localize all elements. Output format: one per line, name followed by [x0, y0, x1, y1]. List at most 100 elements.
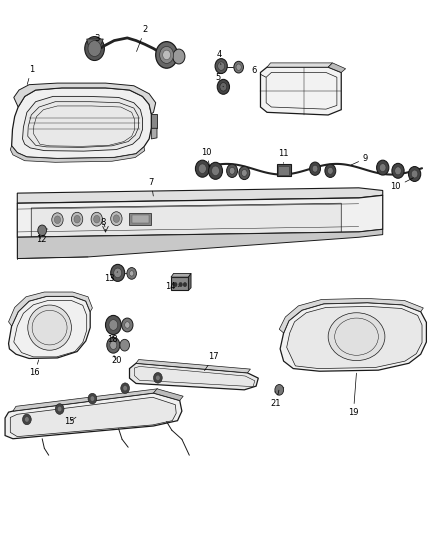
Text: 19: 19: [348, 373, 359, 417]
Ellipse shape: [226, 164, 237, 177]
Circle shape: [22, 414, 31, 425]
Polygon shape: [132, 215, 149, 223]
Polygon shape: [87, 39, 103, 44]
Text: 3: 3: [94, 35, 102, 49]
Text: 14: 14: [165, 282, 179, 291]
Polygon shape: [17, 195, 383, 237]
Text: 5: 5: [215, 73, 223, 87]
Ellipse shape: [159, 46, 173, 63]
Ellipse shape: [28, 305, 71, 350]
Text: 13: 13: [104, 272, 118, 282]
Ellipse shape: [310, 162, 321, 175]
Polygon shape: [130, 213, 151, 224]
Ellipse shape: [328, 167, 333, 174]
Text: 9: 9: [351, 154, 368, 165]
Circle shape: [55, 403, 64, 414]
Ellipse shape: [85, 37, 104, 61]
Text: 17: 17: [205, 352, 219, 370]
Ellipse shape: [109, 320, 118, 330]
Polygon shape: [151, 128, 157, 139]
Polygon shape: [31, 203, 341, 237]
Polygon shape: [279, 166, 289, 174]
Ellipse shape: [173, 49, 185, 64]
Ellipse shape: [220, 83, 227, 91]
Text: 11: 11: [279, 149, 289, 164]
Circle shape: [71, 212, 83, 226]
Polygon shape: [171, 277, 188, 290]
Ellipse shape: [208, 163, 223, 179]
Circle shape: [74, 215, 80, 223]
Polygon shape: [188, 273, 191, 290]
Ellipse shape: [106, 316, 121, 335]
Ellipse shape: [122, 318, 133, 332]
Ellipse shape: [107, 337, 120, 353]
Ellipse shape: [110, 341, 117, 350]
Polygon shape: [5, 393, 182, 439]
Ellipse shape: [111, 264, 125, 281]
Ellipse shape: [239, 166, 250, 180]
Circle shape: [173, 282, 177, 287]
Ellipse shape: [218, 62, 225, 70]
Ellipse shape: [198, 164, 206, 173]
Polygon shape: [279, 298, 424, 333]
Polygon shape: [14, 83, 155, 114]
Ellipse shape: [127, 268, 137, 279]
Text: 12: 12: [35, 235, 46, 245]
Ellipse shape: [88, 41, 101, 56]
Circle shape: [275, 384, 284, 395]
Circle shape: [123, 385, 127, 391]
Ellipse shape: [162, 50, 170, 60]
Ellipse shape: [215, 59, 227, 74]
Circle shape: [57, 406, 62, 411]
Circle shape: [54, 216, 60, 223]
Ellipse shape: [195, 160, 209, 177]
Text: 2: 2: [137, 26, 148, 52]
Circle shape: [90, 396, 95, 401]
Polygon shape: [287, 306, 422, 368]
Polygon shape: [17, 188, 383, 203]
Ellipse shape: [409, 166, 421, 181]
Text: 16: 16: [29, 360, 40, 377]
Ellipse shape: [241, 169, 247, 176]
Ellipse shape: [229, 167, 235, 174]
Ellipse shape: [120, 340, 130, 351]
Text: 20: 20: [111, 356, 122, 365]
Ellipse shape: [125, 322, 130, 328]
Circle shape: [113, 215, 120, 222]
Polygon shape: [151, 114, 157, 128]
Ellipse shape: [217, 79, 230, 94]
Circle shape: [94, 215, 100, 223]
Polygon shape: [13, 389, 158, 411]
Polygon shape: [12, 88, 151, 159]
Text: 6: 6: [251, 67, 266, 77]
Text: 1: 1: [27, 66, 34, 84]
Circle shape: [111, 212, 122, 225]
Polygon shape: [153, 389, 183, 400]
Circle shape: [25, 417, 29, 422]
Circle shape: [52, 213, 63, 227]
Text: 10: 10: [201, 148, 211, 167]
Polygon shape: [261, 67, 341, 115]
Ellipse shape: [392, 164, 404, 178]
Text: 10: 10: [391, 178, 413, 191]
Polygon shape: [11, 397, 176, 437]
Circle shape: [155, 375, 160, 381]
Circle shape: [91, 212, 102, 226]
Ellipse shape: [395, 167, 401, 175]
Circle shape: [38, 225, 46, 236]
Circle shape: [121, 383, 130, 393]
Ellipse shape: [212, 166, 219, 175]
Ellipse shape: [234, 61, 244, 73]
Text: 4: 4: [216, 51, 222, 64]
Text: 15: 15: [64, 417, 76, 426]
Polygon shape: [328, 63, 346, 72]
Ellipse shape: [328, 313, 385, 361]
Ellipse shape: [236, 64, 241, 70]
Ellipse shape: [379, 164, 386, 172]
Circle shape: [183, 282, 187, 287]
Polygon shape: [17, 229, 383, 259]
Polygon shape: [11, 146, 145, 163]
Polygon shape: [267, 63, 332, 67]
Polygon shape: [22, 96, 143, 151]
Polygon shape: [277, 165, 290, 176]
